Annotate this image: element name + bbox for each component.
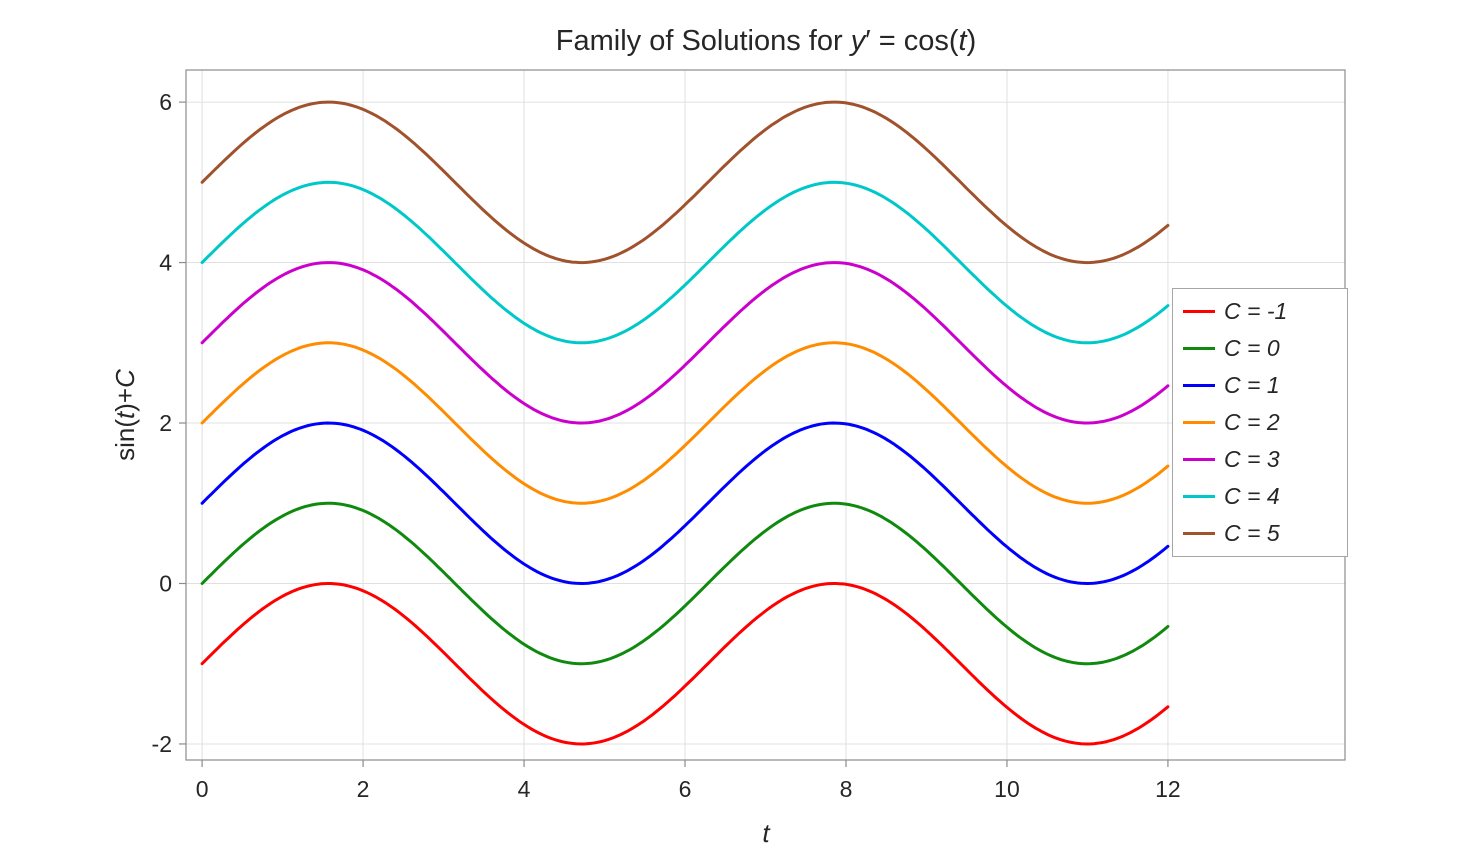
legend-label: C = -1 xyxy=(1224,298,1288,324)
legend-line-sample xyxy=(1183,421,1215,424)
y-tick-label: 4 xyxy=(159,250,172,276)
curve-C=-1 xyxy=(200,582,1170,746)
curve-C=2 xyxy=(200,341,1170,505)
legend-label: C = 2 xyxy=(1224,409,1280,435)
curves-layer xyxy=(200,100,1170,746)
legend-item: C = 5 xyxy=(1173,515,1347,552)
x-axis-label: t xyxy=(762,818,771,848)
x-tick-label: 4 xyxy=(518,776,531,802)
y-tick-label: 6 xyxy=(159,89,172,115)
legend-label: C = 3 xyxy=(1224,446,1280,472)
legend-label: C = 1 xyxy=(1224,372,1280,398)
y-tick-label: -2 xyxy=(152,731,172,757)
legend-item: C = 3 xyxy=(1173,441,1347,478)
legend-label: C = 0 xyxy=(1224,335,1280,361)
legend-line-sample xyxy=(1183,495,1215,498)
legend-line-sample xyxy=(1183,347,1215,350)
axes-layer: 0 2 4 6 8 10 12 -2 0 2 4 6 xyxy=(152,69,1346,802)
x-tick-label: 8 xyxy=(840,776,853,802)
legend-line-sample xyxy=(1183,532,1215,535)
legend: C = -1 C = 0 C = 1 C = 2 C = 3 C = 4 C = 5 xyxy=(1172,288,1348,557)
chart-title: Family of Solutions for y′ = cos(t) xyxy=(556,25,976,57)
x-tick-label: 0 xyxy=(196,776,209,802)
legend-label: C = 4 xyxy=(1224,483,1280,509)
curve-C=0 xyxy=(200,501,1170,666)
x-tick-label: 6 xyxy=(679,776,692,802)
curve-C=5 xyxy=(200,100,1170,265)
legend-item: C = 1 xyxy=(1173,367,1347,404)
legend-line-sample xyxy=(1183,458,1215,461)
x-tick-label: 12 xyxy=(1155,776,1181,802)
legend-item: C = 0 xyxy=(1173,330,1347,367)
legend-item: C = 2 xyxy=(1173,404,1347,441)
legend-label: C = 5 xyxy=(1224,520,1280,546)
y-tick-label: 2 xyxy=(159,410,172,436)
x-tick-label: 2 xyxy=(357,776,370,802)
legend-item: C = -1 xyxy=(1173,293,1347,330)
legend-line-sample xyxy=(1183,310,1215,313)
curve-C=3 xyxy=(200,261,1170,425)
grid-layer xyxy=(186,70,1345,760)
curve-C=4 xyxy=(200,180,1170,345)
x-tick-label: 10 xyxy=(994,776,1020,802)
legend-item: C = 4 xyxy=(1173,478,1347,515)
curve-C=1 xyxy=(200,421,1170,585)
legend-line-sample xyxy=(1183,384,1215,387)
y-tick-label: 0 xyxy=(159,570,172,596)
y-axis-label: sin(t)+C xyxy=(110,369,140,461)
